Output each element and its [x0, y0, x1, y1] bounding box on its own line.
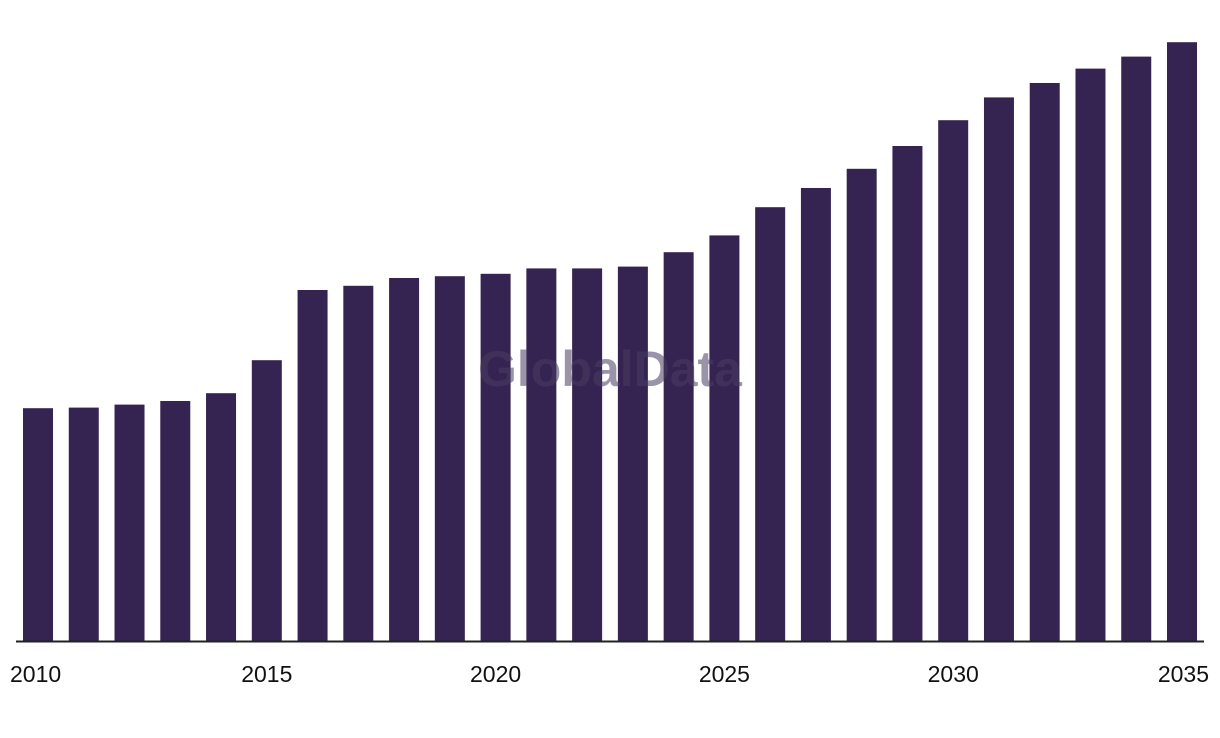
- x-tick-label-2020: 2020: [470, 661, 521, 687]
- bar-2030: [938, 120, 969, 641]
- bar-2019: [434, 276, 465, 641]
- bar-2028: [846, 168, 877, 642]
- x-tick-label-2030: 2030: [928, 661, 979, 687]
- bar-2011: [68, 407, 99, 641]
- bar-2020: [480, 273, 511, 641]
- bar-2024: [663, 252, 694, 641]
- bar-2016: [297, 290, 328, 641]
- x-tick-labels: 2010 2015 2020 2025 2030 2035: [10, 661, 1209, 687]
- bar-2035: [1167, 42, 1197, 641]
- bar-2026: [755, 207, 786, 641]
- bar-2029: [892, 146, 923, 641]
- bar-2023: [617, 266, 648, 641]
- x-tick-label-2025: 2025: [699, 661, 750, 687]
- watermark-logo: GlobalData: [478, 341, 743, 397]
- bar-2012: [114, 404, 145, 641]
- bar-2021: [526, 268, 557, 641]
- bar-2022: [572, 268, 603, 641]
- bar-2034: [1121, 56, 1152, 642]
- bar-2031: [983, 97, 1014, 641]
- x-tick-label-2015: 2015: [241, 661, 292, 687]
- bar-2018: [389, 278, 420, 641]
- bar-2013: [160, 401, 191, 641]
- bar-2017: [343, 285, 374, 641]
- x-tick-label-2010: 2010: [10, 661, 61, 687]
- bar-2027: [800, 188, 831, 641]
- bar-2010: [23, 408, 53, 641]
- bar-2025: [709, 235, 740, 641]
- bar-2032: [1029, 83, 1060, 641]
- bars-group: [23, 42, 1197, 642]
- bar-2015: [251, 360, 282, 641]
- bar-2033: [1075, 68, 1106, 642]
- x-tick-label-2035: 2035: [1158, 661, 1209, 687]
- bar-2014: [206, 393, 237, 641]
